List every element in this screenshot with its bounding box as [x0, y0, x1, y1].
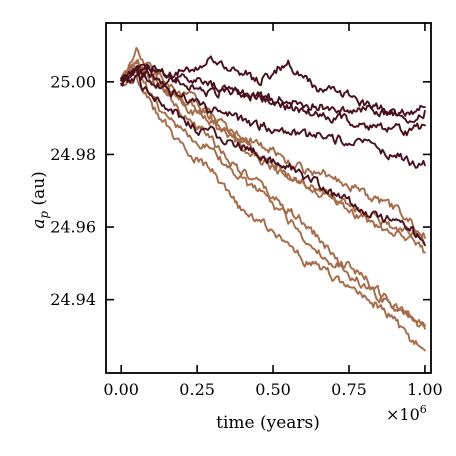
x-tick-label: 0.50	[255, 380, 291, 399]
y-tick-label: 25.00	[50, 72, 96, 91]
x-axis-offset-label: ×106	[386, 403, 427, 424]
y-axis-label-var: a	[29, 219, 49, 229]
y-axis-label-sub: p	[37, 211, 51, 219]
series-line-11	[120, 73, 426, 247]
series-line-6	[120, 46, 426, 241]
x-axis-offset-multiplier: ×10	[386, 405, 420, 424]
series-line-5	[120, 69, 426, 330]
series-layer	[120, 46, 426, 352]
x-axis-offset-exponent: 6	[420, 403, 427, 416]
series-line-9	[120, 63, 426, 118]
plot-frame	[105, 22, 432, 374]
x-tick-label: 0.75	[331, 380, 367, 399]
tick-layer	[106, 23, 431, 373]
x-tick-label: 0.00	[103, 380, 139, 399]
series-line-2	[120, 74, 426, 352]
tick-label-layer: 0.00 0.25 0.50 0.75 1.00 24.94 24.96 24.98 25.00	[50, 72, 443, 399]
series-line-10	[120, 67, 426, 169]
x-tick-label: 0.25	[179, 380, 215, 399]
y-tick-label: 24.94	[50, 290, 96, 309]
y-tick-label: 24.98	[50, 145, 96, 164]
y-axis-label-unit: (au)	[29, 171, 49, 211]
y-axis-label: ap (au)	[29, 171, 51, 229]
x-tick-label: 1.00	[407, 380, 443, 399]
x-axis-label: time (years)	[216, 413, 320, 433]
y-tick-label: 24.96	[50, 218, 96, 237]
